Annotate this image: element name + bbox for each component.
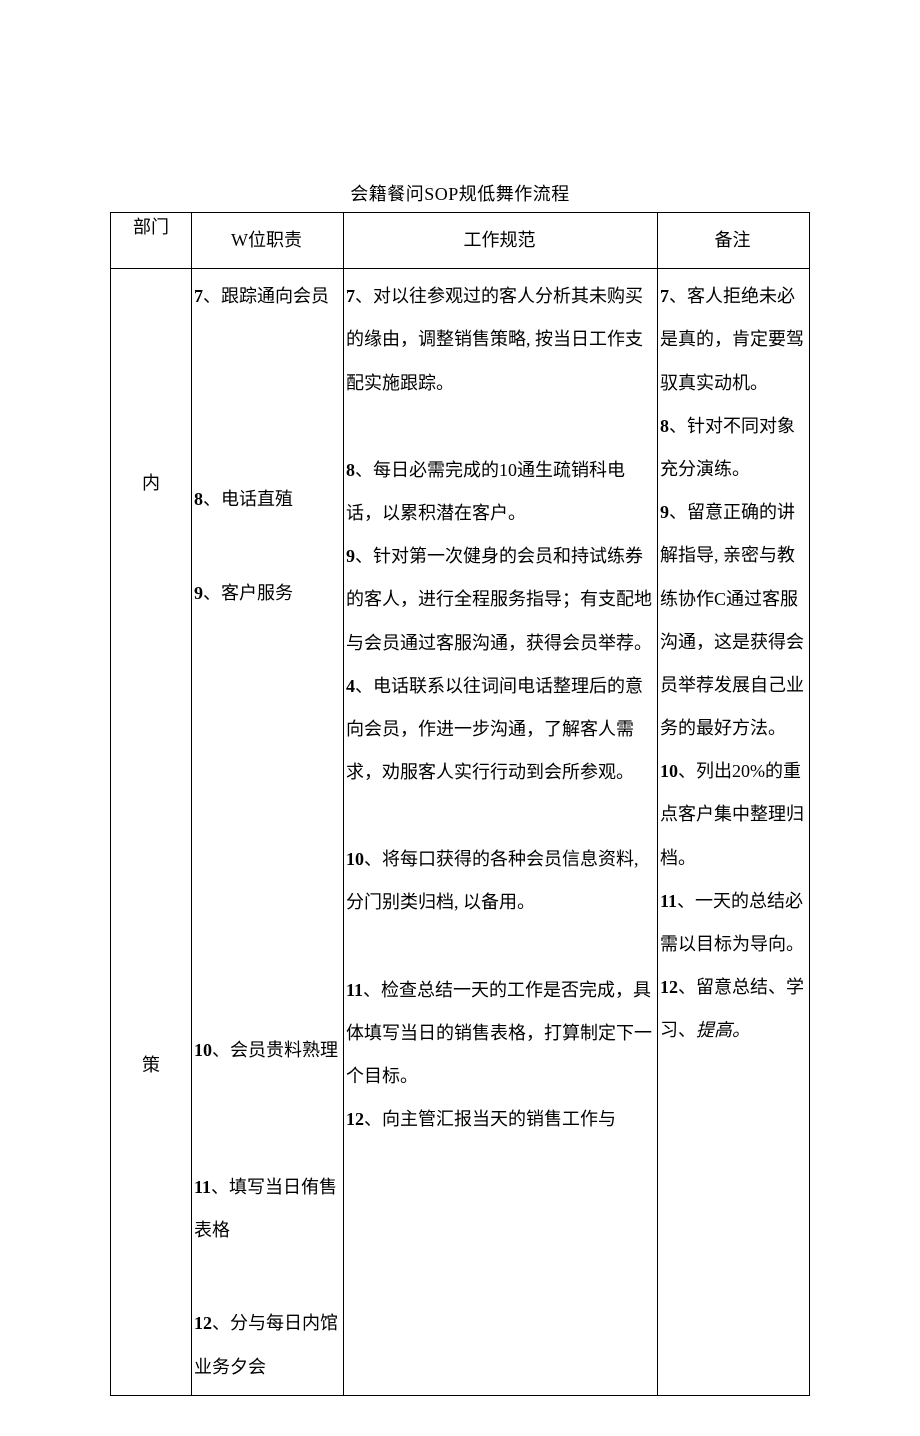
note-text-12b: 提高。 [696,1020,750,1040]
note-item-7: 7、客人拒绝未必是真的，肯定要驾驭真实动机。 [660,275,805,405]
duty-text-9: 、客户服务 [203,583,293,603]
sop-table: 部门 W位职责 工作规范 备注 内 策 7、跟踪通向会员 8、电话直殖 9、客户… [110,212,810,1396]
header-spec: 工作规范 [343,213,657,269]
table-row: 内 策 7、跟踪通向会员 8、电话直殖 9、客户服务 10、会员贵料熟理 11、… [111,269,810,1396]
spec-text-10: 、将每口获得的各种会员信息资料, 分门别类归档, 以备用。 [346,849,639,912]
dept-char-2: 策 [111,495,191,1077]
spec-text-12: 、向主管汇报当天的销售工作与 [364,1109,616,1129]
duty-num-8: 8 [194,489,203,509]
note-text-7: 、客人拒绝未必是真的，肯定要驾驭真实动机。 [660,286,804,392]
note-item-8: 8、针对不同对象充分演练。 [660,405,805,491]
duty-item-10: 10、会员贵料熟理 [194,1029,339,1072]
dept-char-1: 内 [111,269,191,495]
spec-num-10: 10 [346,849,364,869]
duty-item-9: 9、客户服务 [194,572,339,615]
note-text-9: 、留意正确的讲解指导, 亲密与教练协作C通过客服沟通，这是获得会员举荐发展自己业… [660,502,804,738]
spec-text-4: 、电话联系以往词间电话整理后的意向会员，作进一步沟通，了解客人需求，劝服客人实行… [346,676,643,782]
duty-num-7: 7 [194,286,203,306]
note-num-11: 11 [660,891,677,911]
spec-num-7: 7 [346,286,355,306]
spec-item-8: 8、每日必需完成的10通生疏销科电话，以累积潜在客户。 [346,449,653,535]
cell-note: 7、客人拒绝未必是真的，肯定要驾驭真实动机。 8、针对不同对象充分演练。 9、留… [658,269,810,1396]
duty-num-9: 9 [194,583,203,603]
note-num-9: 9 [660,502,669,522]
duty-item-12: 12、分与每日内馆业务夕会 [194,1302,339,1388]
duty-item-7: 7、跟踪通向会员 [194,275,339,318]
duty-item-11: 11、填写当日侑售表格 [194,1166,339,1252]
note-text-11: 、一天的总结必需以目标为导向。 [660,891,804,954]
header-note: 备注 [658,213,810,269]
note-text-10: 、列出20%的重点客户集中整理归档。 [660,761,804,867]
duty-text-7: 、跟踪通向会员 [203,286,329,306]
duty-text-12: 、分与每日内馆业务夕会 [194,1313,338,1376]
duty-text-11: 、填写当日侑售表格 [194,1177,337,1240]
spec-item-7: 7、对以往参观过的客人分析其未购买的缘由，调整销售策略, 按当日工作支配实施跟踪… [346,275,653,405]
spec-num-9: 9 [346,546,355,566]
note-item-12: 12、留意总结、学习、提高。 [660,966,805,1052]
note-num-10: 10 [660,761,678,781]
spec-text-11: 、检查总结一天的工作是否完成，具体填写当日的销售表格，打算制定下一个目标。 [346,980,652,1086]
spec-item-10: 10、将每口获得的各种会员信息资料, 分门别类归档, 以备用。 [346,838,653,924]
spec-text-7: 、对以往参观过的客人分析其未购买的缘由，调整销售策略, 按当日工作支配实施跟踪。 [346,286,643,392]
note-num-7: 7 [660,286,669,306]
spec-text-9: 、针对第一次健身的会员和持试练券的客人，进行全程服务指导；有支配地与会员通过客服… [346,546,652,652]
note-item-11: 11、一天的总结必需以目标为导向。 [660,880,805,966]
duty-text-10: 、会员贵料熟理 [212,1040,338,1060]
note-text-8: 、针对不同对象充分演练。 [660,416,795,479]
cell-spec: 7、对以往参观过的客人分析其未购买的缘由，调整销售策略, 按当日工作支配实施跟踪… [343,269,657,1396]
note-item-9: 9、留意正确的讲解指导, 亲密与教练协作C通过客服沟通，这是获得会员举荐发展自己… [660,491,805,750]
spec-item-9: 9、针对第一次健身的会员和持试练券的客人，进行全程服务指导；有支配地与会员通过客… [346,535,653,665]
header-duty: W位职责 [192,213,344,269]
note-item-10: 10、列出20%的重点客户集中整理归档。 [660,750,805,880]
table-header-row: 部门 W位职责 工作规范 备注 [111,213,810,269]
spec-num-12: 12 [346,1109,364,1129]
note-num-8: 8 [660,416,669,436]
duty-num-12: 12 [194,1313,212,1333]
spec-item-12: 12、向主管汇报当天的销售工作与 [346,1098,653,1141]
spec-num-8: 8 [346,460,355,480]
document-title: 会籍餐问SOP规低舞作流程 [110,180,810,206]
spec-item-4: 4、电话联系以往词间电话整理后的意向会员，作进一步沟通，了解客人需求，劝服客人实… [346,665,653,795]
spec-num-4: 4 [346,676,355,696]
duty-num-11: 11 [194,1177,211,1197]
spec-text-8: 、每日必需完成的10通生疏销科电话，以累积潜在客户。 [346,460,625,523]
cell-dept: 内 策 [111,269,192,1396]
duty-num-10: 10 [194,1040,212,1060]
spec-item-11: 11、检查总结一天的工作是否完成，具体填写当日的销售表格，打算制定下一个目标。 [346,969,653,1099]
note-num-12: 12 [660,977,678,997]
duty-item-8: 8、电话直殖 [194,478,339,521]
spec-num-11: 11 [346,980,363,1000]
header-dept: 部门 [111,213,192,269]
duty-text-8: 、电话直殖 [203,489,293,509]
cell-duty: 7、跟踪通向会员 8、电话直殖 9、客户服务 10、会员贵料熟理 11、填写当日… [192,269,344,1396]
